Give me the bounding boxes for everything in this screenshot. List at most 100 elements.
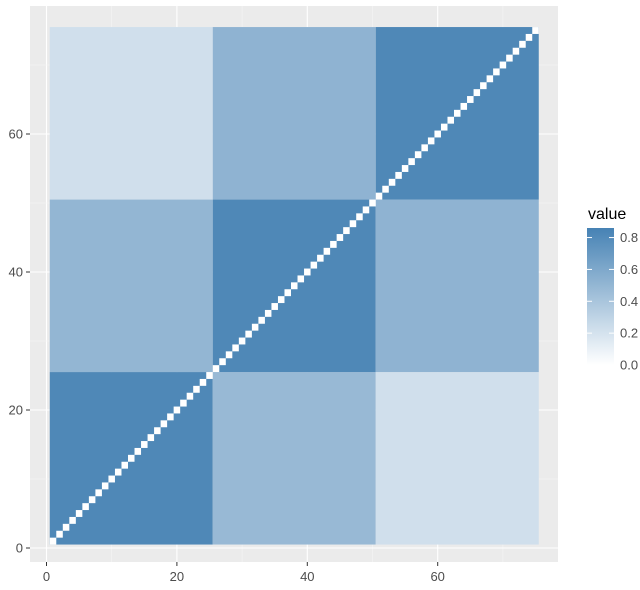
heatmap-diagonal-cell [401, 165, 409, 172]
heatmap-diagonal-cell [519, 40, 526, 48]
heatmap-diagonal-cell [427, 137, 435, 145]
heatmap-diagonal-cell [251, 323, 259, 331]
heatmap-diagonal-cell [330, 240, 337, 248]
heatmap-diagonal-cell [62, 523, 70, 531]
heatmap-diagonal-cell [245, 330, 252, 338]
heatmap-diagonal [49, 27, 539, 545]
heatmap-diagonal-cell [49, 537, 57, 545]
heatmap-diagonal-cell [147, 434, 155, 442]
heatmap-diagonal-cell [291, 282, 298, 290]
heatmap-diagonal-cell [95, 489, 102, 497]
x-tick-label: 40 [300, 569, 314, 584]
heatmap-diagonal-cell [297, 275, 305, 283]
y-tick-label: 40 [9, 265, 23, 280]
legend-title: value [588, 206, 626, 223]
legend-label: 0.4 [620, 294, 638, 309]
heatmap-diagonal-cell [186, 392, 194, 400]
heatmap-diagonal-cell [486, 75, 494, 83]
heatmap-diagonal-cell [375, 192, 383, 200]
heatmap-diagonal-cell [238, 337, 246, 345]
heatmap-diagonal-cell [512, 47, 520, 55]
heatmap-diagonal-cell [180, 399, 187, 407]
y-tick-label: 0 [16, 541, 23, 556]
heatmap-diagonal-cell [56, 530, 63, 538]
heatmap-diagonal-cell [271, 303, 278, 310]
heatmap-diagonal-cell [134, 447, 142, 455]
x-tick-label: 60 [430, 569, 444, 584]
heatmap-diagonal-cell [343, 227, 350, 235]
heatmap-diagonal-cell [336, 234, 344, 241]
heatmap-cells [49, 27, 539, 545]
heatmap-diagonal-cell [525, 33, 533, 41]
heatmap-block [212, 27, 376, 200]
heatmap-block [49, 199, 213, 373]
legend-label: 0.6 [620, 262, 638, 277]
heatmap-block [375, 372, 539, 545]
heatmap-diagonal-cell [219, 358, 226, 366]
heatmap-diagonal-cell [310, 261, 318, 269]
heatmap-diagonal-cell [82, 503, 89, 511]
heatmap-diagonal-cell [141, 441, 148, 448]
y-tick-label: 20 [9, 403, 23, 418]
heatmap-diagonal-cell [317, 254, 324, 262]
x-tick-label: 20 [170, 569, 184, 584]
heatmap-diagonal-cell [75, 510, 83, 517]
heatmap-diagonal-cell [440, 123, 448, 131]
heatmap-diagonal-cell [323, 247, 331, 255]
heatmap-block [375, 199, 539, 373]
heatmap-diagonal-cell [277, 296, 285, 304]
heatmap-diagonal-cell [369, 199, 376, 207]
y-tick-label: 60 [9, 127, 23, 142]
heatmap-diagonal-cell [212, 365, 220, 373]
heatmap-diagonal-cell [473, 89, 481, 97]
heatmap-diagonal-cell [388, 178, 396, 186]
heatmap-diagonal-cell [408, 158, 415, 166]
heatmap-diagonal-cell [69, 516, 76, 524]
heatmap-block [212, 372, 376, 545]
legend-label: 0.0 [620, 358, 638, 373]
heatmap-diagonal-cell [114, 468, 122, 476]
heatmap-diagonal-cell [460, 102, 468, 110]
heatmap-diagonal-cell [499, 61, 507, 69]
heatmap-diagonal-cell [304, 268, 311, 276]
heatmap-diagonal-cell [434, 130, 441, 138]
heatmap-diagonal-cell [421, 144, 428, 152]
heatmap-diagonal-cell [193, 385, 200, 393]
heatmap-diagonal-cell [356, 213, 363, 221]
heatmap-diagonal-cell [467, 96, 474, 103]
heatmap-diagonal-cell [532, 27, 539, 34]
heatmap-diagonal-cell [284, 289, 291, 297]
heatmap-diagonal-cell [88, 496, 96, 504]
axes: 0 20 40 60 0 20 40 60 [9, 127, 445, 585]
heatmap-diagonal-cell [349, 220, 357, 228]
heatmap-diagonal-cell [101, 482, 109, 490]
heatmap-diagonal-cell [108, 475, 115, 483]
legend-label: 0.8 [620, 230, 638, 245]
heatmap-diagonal-cell [160, 420, 168, 428]
legend-label: 0.2 [620, 326, 638, 341]
heatmap-diagonal-cell [258, 316, 265, 324]
heatmap-diagonal-cell [173, 406, 181, 414]
heatmap-diagonal-cell [493, 68, 500, 76]
heatmap-diagonal-cell [264, 309, 272, 317]
heatmap-diagonal-cell [480, 82, 487, 90]
heatmap-diagonal-cell [199, 378, 207, 386]
heatmap-diagonal-cell [447, 116, 454, 124]
heatmap-diagonal-cell [167, 413, 174, 421]
heatmap-diagonal-cell [454, 109, 461, 117]
heatmap-diagonal-cell [395, 171, 402, 179]
heatmap-diagonal-cell [128, 454, 135, 462]
heatmap-diagonal-cell [362, 206, 370, 214]
heatmap-block [49, 27, 213, 200]
x-tick-label: 0 [43, 569, 50, 584]
legend-colorbar [587, 228, 614, 365]
heatmap-diagonal-cell [121, 461, 128, 469]
legend: value 0.0 0.2 0.4 0.6 0.8 [587, 206, 638, 373]
heatmap-diagonal-cell [206, 372, 213, 379]
heatmap-diagonal-cell [506, 54, 513, 62]
heatmap-diagonal-cell [154, 427, 161, 435]
heatmap-diagonal-cell [232, 344, 239, 352]
heatmap-diagonal-cell [382, 185, 389, 193]
heatmap-diagonal-cell [225, 351, 233, 359]
